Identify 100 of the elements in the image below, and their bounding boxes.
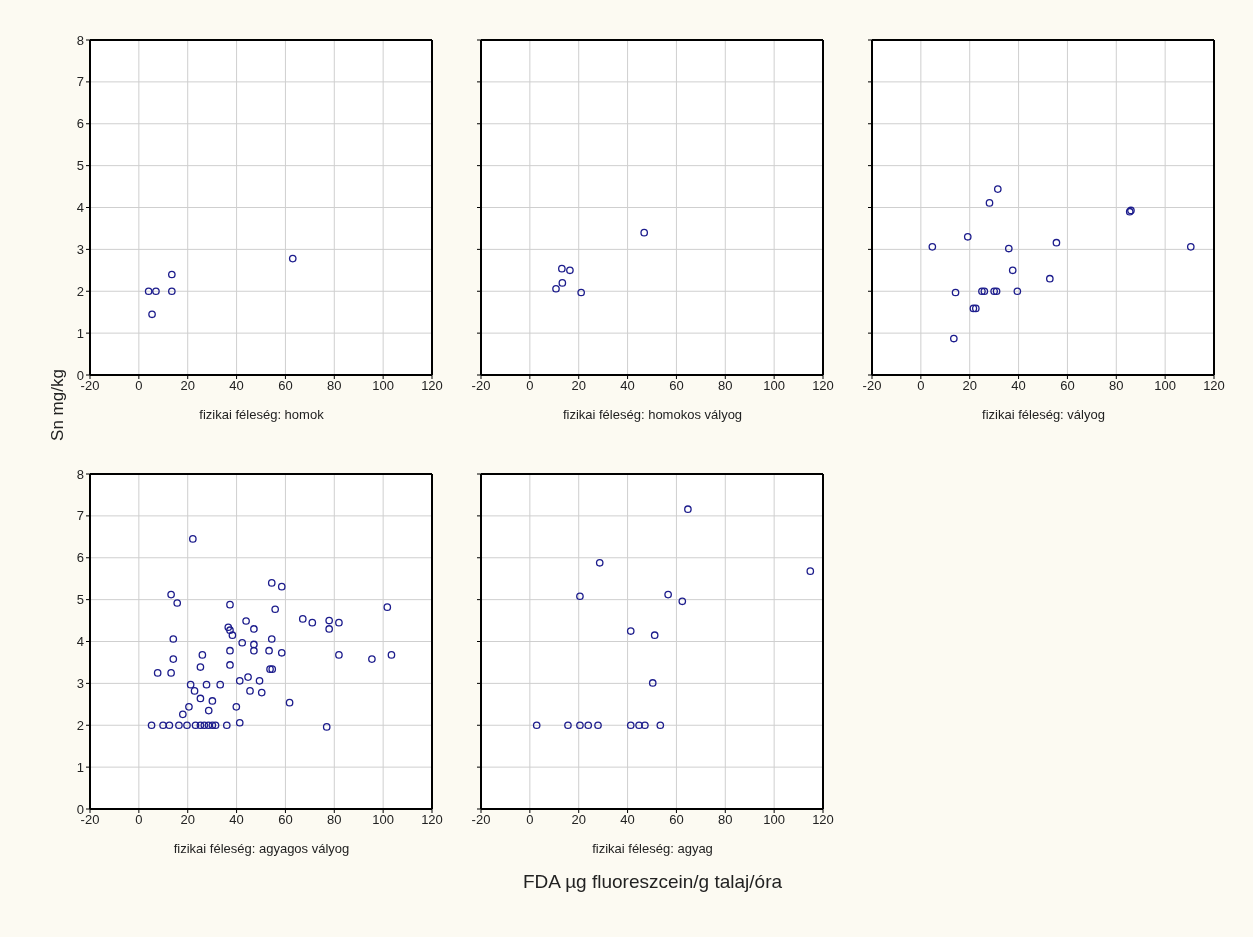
point: [985, 199, 994, 207]
x-tick-label: 40: [620, 378, 635, 394]
point: [167, 270, 176, 279]
y-tick-label: 6: [76, 116, 84, 132]
x-tick-label: 40: [229, 812, 244, 828]
y-tick-label: 0: [76, 367, 84, 383]
point: [577, 288, 586, 297]
point: [558, 279, 567, 287]
x-tick-label: 100: [763, 812, 785, 828]
x-tick-label: 120: [812, 812, 834, 828]
point: [626, 721, 635, 730]
x-tick-label: 80: [327, 812, 342, 828]
x-tick-label: 120: [421, 378, 443, 394]
x-tick-label: 80: [327, 378, 342, 394]
point: [928, 243, 937, 251]
x-tick-label: 40: [620, 812, 635, 828]
x-tick-label: 120: [421, 812, 443, 828]
x-axis-title: fizikai féleség: agyag: [591, 841, 714, 856]
point: [978, 287, 986, 296]
y-tick-label: 3: [76, 675, 84, 691]
x-tick-label: 40: [229, 378, 244, 394]
x-tick-label: 120: [812, 378, 834, 394]
x-tick-label: 40: [1011, 378, 1026, 394]
x-tick-label: 100: [372, 378, 394, 394]
x-axis-title: fizikai féleség: homokos vályog: [561, 407, 744, 422]
point: [684, 505, 692, 514]
point: [806, 567, 815, 575]
y-tick-label: 5: [76, 592, 84, 608]
x-tick-label: 60: [1060, 378, 1075, 394]
x-tick-label: 60: [278, 812, 293, 828]
x-tick-label: 0: [526, 378, 534, 394]
point: [552, 284, 560, 293]
point: [532, 721, 541, 730]
point: [1186, 243, 1195, 251]
x-tick-label: -20: [471, 378, 491, 394]
y-tick-label: 7: [76, 508, 84, 524]
point: [148, 310, 156, 319]
point: [963, 232, 972, 241]
point: [949, 334, 958, 343]
point: [576, 721, 584, 730]
point: [288, 254, 297, 263]
x-tick-label: 20: [962, 378, 977, 394]
point: [656, 721, 665, 730]
x-axis-title: fizikai féleség: agyagos vályog: [172, 841, 351, 856]
x-axis-title: fizikai féleség: vályog: [981, 407, 1106, 422]
x-tick-label: -20: [862, 378, 882, 394]
point: [1004, 244, 1013, 253]
point: [664, 590, 672, 599]
y-tick-label: 6: [76, 550, 84, 566]
point: [595, 558, 604, 567]
point: [648, 679, 657, 687]
point: [993, 185, 1002, 193]
point: [576, 592, 584, 601]
point: [626, 627, 635, 635]
x-tick-label: 80: [718, 812, 733, 828]
y-tick-label: 8: [76, 466, 84, 482]
point: [640, 228, 649, 237]
y-tick-label: 2: [76, 283, 84, 299]
point: [594, 721, 602, 730]
point: [635, 721, 643, 730]
x-tick-label: 100: [1154, 378, 1176, 394]
point: [564, 721, 572, 730]
y-tick-label: 4: [76, 634, 84, 650]
x-tick-label: 20: [571, 378, 586, 394]
x-tick-label: 60: [669, 812, 684, 828]
point: [1052, 238, 1061, 247]
x-tick-label: 0: [135, 812, 143, 828]
point: [1008, 266, 1017, 275]
y-tick-label: 3: [76, 241, 84, 257]
point: [1045, 274, 1054, 283]
point: [650, 631, 659, 640]
x-tick-label: 100: [763, 378, 785, 394]
y-tick-label: 1: [76, 325, 84, 341]
x-tick-label: 60: [278, 378, 293, 394]
y-tick-label: 8: [76, 32, 84, 48]
point: [678, 597, 687, 606]
y-tick-label: 4: [76, 200, 84, 216]
x-tick-label: 80: [1109, 378, 1124, 394]
point: [990, 287, 998, 296]
point: [167, 287, 176, 296]
y-tick-label: 7: [76, 74, 84, 90]
y-tick-label: 0: [76, 801, 84, 817]
point: [584, 721, 593, 730]
point: [980, 287, 989, 296]
x-tick-label: 0: [135, 378, 143, 394]
x-tick-label: 0: [917, 378, 925, 394]
x-tick-label: 20: [180, 812, 195, 828]
x-tick-label: 120: [1203, 378, 1225, 394]
point: [641, 721, 649, 730]
point: [951, 288, 960, 297]
x-axis-title: fizikai féleség: homok: [198, 407, 325, 422]
point: [992, 287, 1001, 296]
point: [558, 264, 566, 273]
point: [144, 287, 153, 296]
point: [566, 266, 574, 275]
x-tick-label: -20: [471, 812, 491, 828]
x-tick-label: 80: [718, 378, 733, 394]
x-tick-label: 60: [669, 378, 684, 394]
point: [152, 287, 160, 296]
y-tick-label: 1: [76, 759, 84, 775]
